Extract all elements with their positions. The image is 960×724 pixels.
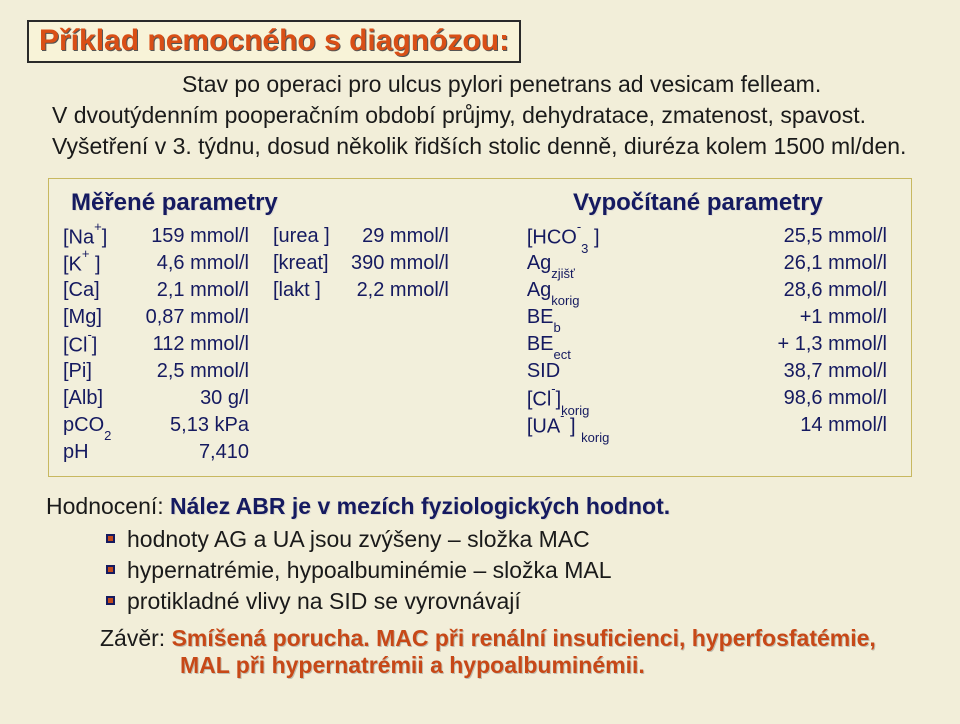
val-cl: 112 mmol/l — [143, 331, 249, 358]
bullet-text: hypernatrémie, hypoalbuminémie – složka … — [127, 555, 612, 586]
conclusion-lead: Závěr: — [100, 625, 172, 651]
header-computed: Vypočítané parametry — [573, 189, 823, 217]
val-pco2: 5,13 kPa — [143, 412, 249, 439]
val-ua-korig: 14 mmol/l — [623, 412, 887, 439]
slide-root: Příklad nemocného s diagnózou: Stav po o… — [0, 0, 960, 699]
label-alb: [Alb] — [63, 385, 143, 412]
val-hco3: 25,5 mmol/l — [623, 223, 887, 250]
bullet-list: hodnoty AG a UA jsou zvýšeny – složka MA… — [106, 524, 930, 617]
intro-line-2: V dvoutýdenním pooperačním období průjmy… — [52, 100, 930, 131]
label-beect: BEect — [527, 331, 623, 358]
label-ag-korig: Agkorig — [527, 277, 623, 304]
param-columns: [Na+] [K+ ] [Ca] [Mg] [Cl-] [Pi] [Alb] p… — [63, 223, 897, 466]
label-cl: [Cl-] — [63, 331, 143, 358]
label-cl-korig: [Cl-]korig — [527, 385, 623, 412]
assessment-finding: Nález ABR je v mezích fyziologických hod… — [170, 493, 670, 519]
val-mg: 0,87 mmol/l — [143, 304, 249, 331]
label-pi: [Pi] — [63, 358, 143, 385]
val-ca: 2,1 mmol/l — [143, 277, 249, 304]
val-beb: +1 mmol/l — [623, 304, 887, 331]
val-urea: 29 mmol/l — [351, 223, 449, 250]
col-mid-values: 29 mmol/l 390 mmol/l 2,2 mmol/l — [351, 223, 527, 466]
assessment-line: Hodnocení: Nález ABR je v mezích fyziolo… — [46, 493, 930, 520]
assessment-block: Hodnocení: Nález ABR je v mezích fyziolo… — [46, 493, 930, 679]
conclusion-line-2-wrap: MAL při hypernatrémii a hypoalbuminémii. — [180, 652, 930, 679]
val-lakt: 2,2 mmol/l — [351, 277, 449, 304]
col-computed-values: 25,5 mmol/l 26,1 mmol/l 28,6 mmol/l +1 m… — [623, 223, 897, 466]
bullet-icon — [106, 565, 115, 574]
param-headers: Měřené parametry Vypočítané parametry — [63, 189, 897, 217]
bullet-text: protikladné vlivy na SID se vyrovnávají — [127, 586, 521, 617]
col-measured-values: 159 mmol/l 4,6 mmol/l 2,1 mmol/l 0,87 mm… — [143, 223, 273, 466]
assessment-lead: Hodnocení: — [46, 493, 170, 519]
col-measured-labels: [Na+] [K+ ] [Ca] [Mg] [Cl-] [Pi] [Alb] p… — [63, 223, 143, 466]
val-alb: 30 g/l — [143, 385, 249, 412]
conclusion-block: Závěr: Smíšená porucha. MAC při renální … — [100, 625, 930, 679]
bullet-item: hypernatrémie, hypoalbuminémie – složka … — [106, 555, 930, 586]
label-k: [K+ ] — [63, 250, 143, 277]
intro-block: Stav po operaci pro ulcus pylori penetra… — [52, 69, 930, 162]
bullet-text: hodnoty AG a UA jsou zvýšeny – složka MA… — [127, 524, 590, 555]
slide-title: Příklad nemocného s diagnózou: — [39, 24, 509, 57]
bullet-item: protikladné vlivy na SID se vyrovnávají — [106, 586, 930, 617]
label-pco2: pCO2 — [63, 412, 143, 439]
label-hco3: [HCO-3 ] — [527, 223, 623, 250]
val-cl-korig: 98,6 mmol/l — [623, 385, 887, 412]
col-computed-labels: [HCO-3 ] Agzjišť Agkorig BEb BEect SID [… — [527, 223, 623, 466]
bullet-item: hodnoty AG a UA jsou zvýšeny – složka MA… — [106, 524, 930, 555]
header-measured: Měřené parametry — [63, 189, 573, 217]
label-kreat: [kreat] — [273, 250, 351, 277]
val-ag-korig: 28,6 mmol/l — [623, 277, 887, 304]
val-sid: 38,7 mmol/l — [623, 358, 887, 385]
parameters-box: Měřené parametry Vypočítané parametry [N… — [48, 178, 912, 477]
intro-line-1: Stav po operaci pro ulcus pylori penetra… — [182, 69, 930, 100]
conclusion-line-1: Smíšená porucha. MAC při renální insufic… — [172, 625, 876, 651]
val-na: 159 mmol/l — [143, 223, 249, 250]
val-ag-zjist: 26,1 mmol/l — [623, 250, 887, 277]
title-box: Příklad nemocného s diagnózou: — [27, 20, 521, 63]
label-na: [Na+] — [63, 223, 143, 250]
conclusion-line-2: MAL při hypernatrémii a hypoalbuminémii. — [180, 652, 645, 678]
label-lakt: [lakt ] — [273, 277, 351, 304]
label-ag-zjist: Agzjišť — [527, 250, 623, 277]
label-mg: [Mg] — [63, 304, 143, 331]
val-k: 4,6 mmol/l — [143, 250, 249, 277]
val-beect: + 1,3 mmol/l — [623, 331, 887, 358]
val-ph: 7,410 — [143, 439, 249, 466]
label-beb: BEb — [527, 304, 623, 331]
val-kreat: 390 mmol/l — [351, 250, 449, 277]
label-ph: pH — [63, 439, 143, 466]
label-urea: [urea ] — [273, 223, 351, 250]
label-ca: [Ca] — [63, 277, 143, 304]
bullet-icon — [106, 534, 115, 543]
val-pi: 2,5 mmol/l — [143, 358, 249, 385]
intro-line-3: Vyšetření v 3. týdnu, dosud několik řidš… — [52, 131, 930, 162]
label-sid: SID — [527, 358, 623, 385]
bullet-icon — [106, 596, 115, 605]
col-mid-labels: [urea ] [kreat] [lakt ] — [273, 223, 351, 466]
